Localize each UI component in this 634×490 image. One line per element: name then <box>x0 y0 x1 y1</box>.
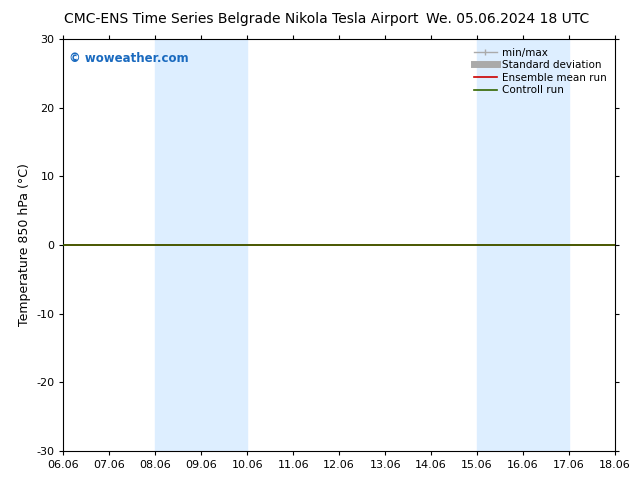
Bar <box>477 39 569 451</box>
Text: © woweather.com: © woweather.com <box>69 51 188 65</box>
Text: We. 05.06.2024 18 UTC: We. 05.06.2024 18 UTC <box>425 12 589 26</box>
Legend: min/max, Standard deviation, Ensemble mean run, Controll run: min/max, Standard deviation, Ensemble me… <box>470 45 610 98</box>
Text: CMC-ENS Time Series Belgrade Nikola Tesla Airport: CMC-ENS Time Series Belgrade Nikola Tesl… <box>63 12 418 26</box>
Y-axis label: Temperature 850 hPa (°C): Temperature 850 hPa (°C) <box>18 164 30 326</box>
Bar <box>155 39 247 451</box>
